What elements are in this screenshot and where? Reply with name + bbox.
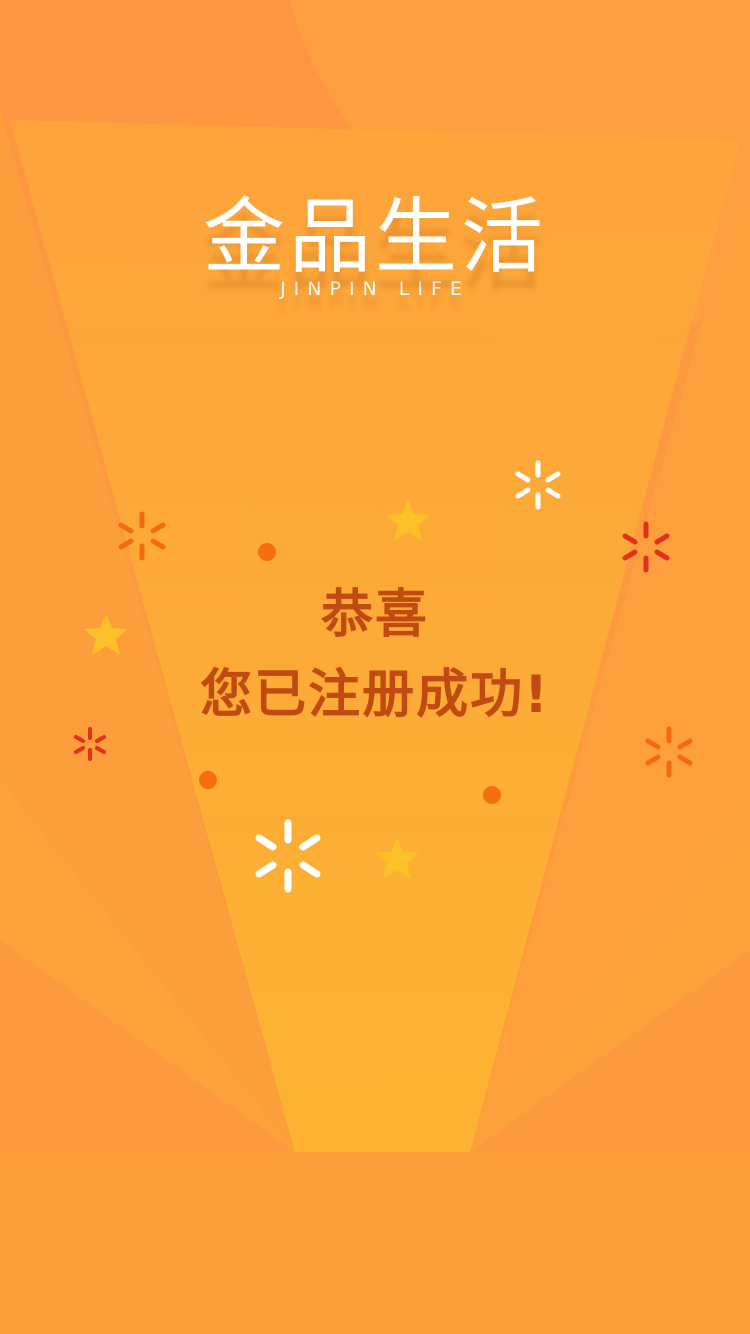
congrats-text: 恭喜: [320, 585, 429, 645]
registration-success-text: 您已注册成功!: [200, 665, 550, 725]
brand-tagline: JINPIN LIFE: [280, 278, 470, 300]
success-message: 恭喜 您已注册成功!: [0, 582, 750, 727]
brand-name: 金品生活: [202, 190, 547, 285]
brand-logo: 金品生活 JINPIN LIFE: [0, 190, 750, 300]
